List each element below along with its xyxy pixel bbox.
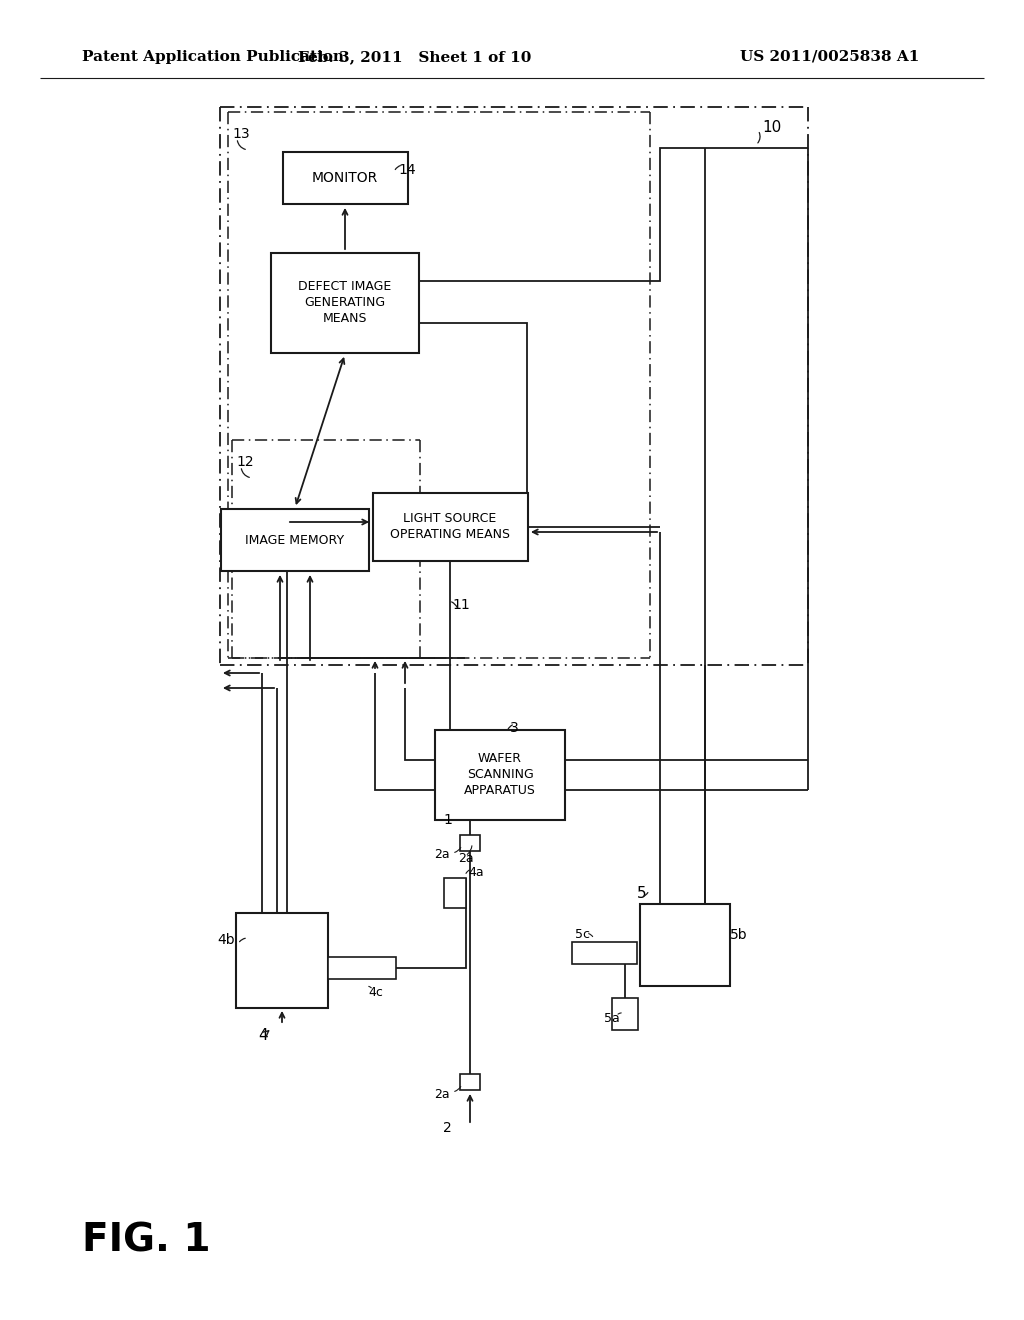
Text: 5b: 5b — [730, 928, 748, 942]
Text: 2: 2 — [443, 1121, 452, 1135]
Bar — [612, 998, 638, 1030]
Text: 10: 10 — [762, 120, 781, 135]
Bar — [640, 904, 730, 986]
Bar — [271, 253, 419, 352]
Text: IMAGE MEMORY: IMAGE MEMORY — [246, 533, 344, 546]
Text: 12: 12 — [236, 455, 254, 469]
Text: MONITOR: MONITOR — [312, 172, 378, 185]
Text: 2a: 2a — [458, 851, 474, 865]
Text: 3: 3 — [510, 721, 519, 735]
Bar — [572, 942, 637, 964]
Bar — [236, 912, 328, 1007]
Text: 5: 5 — [637, 886, 646, 900]
Text: DEFECT IMAGE
GENERATING
MEANS: DEFECT IMAGE GENERATING MEANS — [298, 281, 391, 326]
Text: 13: 13 — [232, 127, 250, 141]
Text: FIG. 1: FIG. 1 — [82, 1221, 211, 1259]
Bar — [460, 1074, 480, 1090]
Text: 14: 14 — [398, 162, 416, 177]
Text: Patent Application Publication: Patent Application Publication — [82, 50, 344, 63]
Text: 2a: 2a — [434, 1089, 450, 1101]
Bar — [435, 730, 565, 820]
Text: 4a: 4a — [468, 866, 483, 879]
Text: 1: 1 — [443, 813, 452, 828]
Text: US 2011/0025838 A1: US 2011/0025838 A1 — [740, 50, 920, 63]
Text: 5c: 5c — [575, 928, 590, 941]
Text: 2a: 2a — [434, 849, 450, 862]
Text: LIGHT SOURCE
OPERATING MEANS: LIGHT SOURCE OPERATING MEANS — [390, 512, 510, 541]
Text: Feb. 3, 2011   Sheet 1 of 10: Feb. 3, 2011 Sheet 1 of 10 — [298, 50, 531, 63]
Text: WAFER
SCANNING
APPARATUS: WAFER SCANNING APPARATUS — [464, 752, 536, 797]
Text: 4c: 4c — [368, 986, 383, 998]
Bar — [373, 492, 527, 561]
Bar — [460, 836, 480, 851]
Text: 4b: 4b — [217, 933, 234, 946]
Bar — [444, 878, 466, 908]
Text: 11: 11 — [452, 598, 470, 612]
Text: 4: 4 — [258, 1027, 268, 1043]
Text: 5a: 5a — [604, 1011, 620, 1024]
Bar — [221, 510, 369, 572]
Bar — [283, 152, 408, 205]
Bar — [328, 957, 396, 979]
